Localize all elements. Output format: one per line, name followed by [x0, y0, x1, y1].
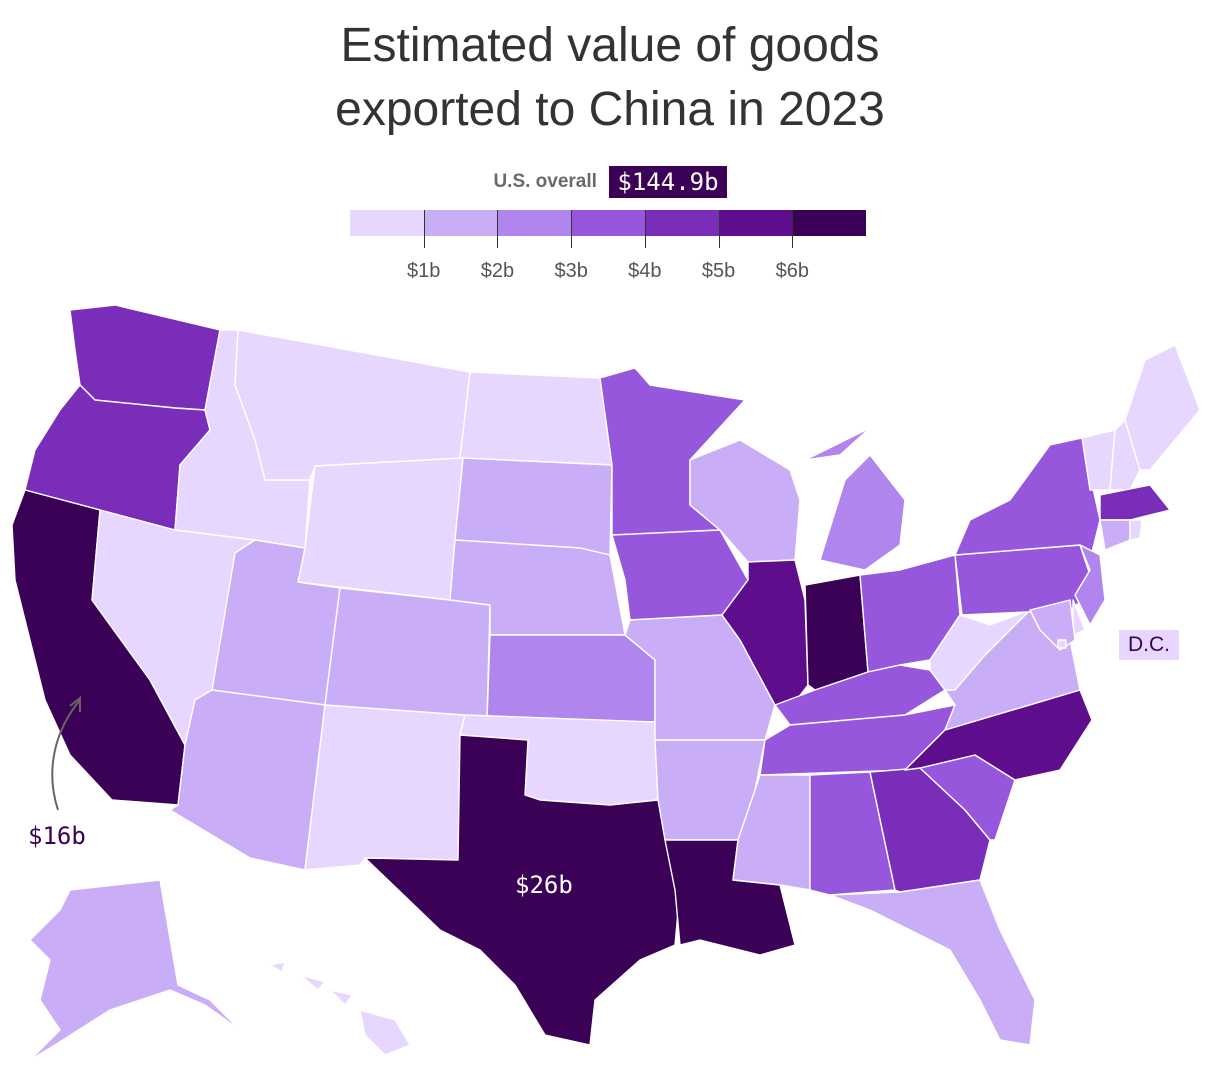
state-nd — [459, 371, 613, 466]
legend-tick-6 — [792, 210, 794, 248]
state-in — [804, 574, 869, 691]
state-de — [1072, 599, 1086, 636]
california-callout-arrow — [51, 699, 81, 811]
state-ri — [1129, 519, 1143, 541]
state-sd — [454, 457, 613, 556]
state-wy — [297, 457, 464, 601]
state-az — [169, 689, 326, 871]
texas-value-label: $26b — [515, 871, 573, 899]
state-hi — [269, 961, 411, 1056]
legend-swatch-3 — [497, 210, 572, 236]
legend-tick-label-1: $1b — [407, 260, 441, 282]
state-ny — [954, 437, 1101, 561]
state-ak — [29, 879, 241, 1061]
legend-swatch-7 — [792, 210, 867, 236]
legend-tick-label-4: $4b — [628, 260, 662, 282]
legend-tick-label-6: $6b — [775, 260, 809, 282]
legend-swatch-2 — [423, 210, 498, 236]
legend-swatch-6 — [718, 210, 793, 236]
legend-tick-label-5: $5b — [701, 260, 736, 282]
legend-tick-1 — [423, 210, 425, 248]
color-legend — [350, 210, 867, 236]
state-wv — [929, 609, 1031, 691]
state-mt — [234, 329, 471, 481]
legend-tick-2 — [497, 210, 499, 248]
state-ct — [1099, 519, 1131, 551]
state-ma — [1099, 484, 1171, 521]
legend-tick-label-3: $3b — [554, 260, 588, 282]
state-co — [324, 587, 491, 721]
legend-tick-label-2: $2b — [480, 260, 515, 282]
title-line-1: Estimated value of goods — [340, 19, 880, 72]
us-overall-summary: U.S. overall $144.9b — [0, 166, 1220, 198]
state-me — [1124, 344, 1201, 471]
state-ks — [486, 634, 656, 723]
california-callout-arrowhead — [69, 695, 81, 712]
legend-tick-5 — [718, 210, 720, 248]
legend-swatch-5 — [644, 210, 719, 236]
state-al — [809, 771, 896, 896]
us-overall-label: U.S. overall — [493, 171, 597, 192]
california-callout: $16b — [28, 695, 86, 850]
state-nm — [304, 704, 466, 871]
legend-swatch-1 — [350, 210, 424, 236]
us-overall-value-badge: $144.9b — [609, 166, 727, 198]
state-mi — [804, 427, 906, 571]
state-wa — [69, 304, 221, 411]
state-fl — [829, 879, 1036, 1046]
title-line-2: exported to China in 2023 — [335, 83, 885, 136]
dc-label: D.C. — [1119, 630, 1179, 660]
legend-swatch-4 — [571, 210, 645, 236]
california-value-label: $16b — [28, 822, 86, 850]
state-nh — [1109, 419, 1141, 491]
legend-tick-3 — [571, 210, 573, 248]
chart-title: Estimated value of goods exported to Chi… — [0, 14, 1220, 142]
state-ms — [732, 774, 811, 891]
state-tx — [364, 734, 681, 1046]
state-dc — [1057, 639, 1067, 649]
legend-tick-4 — [644, 210, 646, 248]
state-nj — [1074, 544, 1106, 626]
state-md — [1029, 599, 1076, 651]
states-layer — [11, 304, 1201, 1061]
